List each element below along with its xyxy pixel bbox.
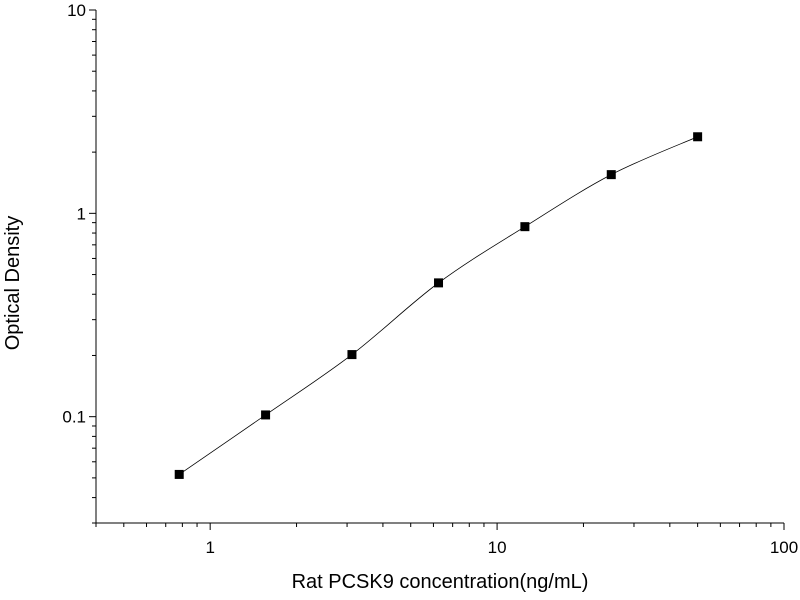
data-point <box>693 132 703 142</box>
data-point <box>261 410 271 420</box>
x-axis-ticks: 1 10 100 <box>95 523 798 557</box>
x-tick-label: 1 <box>205 538 214 557</box>
x-tick-label: 10 <box>488 538 507 557</box>
data-point <box>434 278 444 288</box>
data-point <box>606 170 616 180</box>
y-axis-title: Optical Density <box>2 216 24 351</box>
y-axis-ticks: 0.1 1 10 <box>62 1 96 524</box>
y-tick-label: 10 <box>67 1 86 20</box>
x-tick-label: 100 <box>770 538 798 557</box>
y-tick-label: 0.1 <box>62 408 86 427</box>
data-points <box>174 132 703 479</box>
x-axis-title: Rat PCSK9 concentration(ng/mL) <box>292 571 589 593</box>
data-point <box>347 350 357 360</box>
data-point <box>174 469 184 479</box>
y-tick-label: 1 <box>77 204 86 223</box>
fit-curve <box>178 136 698 475</box>
axes <box>95 10 784 524</box>
data-point <box>520 222 530 232</box>
